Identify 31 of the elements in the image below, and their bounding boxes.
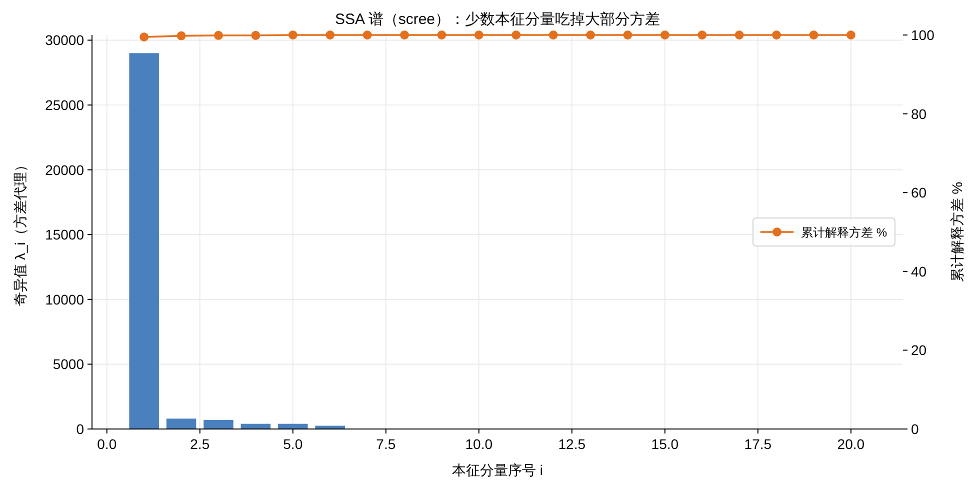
y-tick-label: 30000: [45, 32, 84, 48]
y-tick-label: 5000: [52, 356, 84, 372]
bar: [204, 420, 234, 429]
chart-title: SSA 谱（scree）：少数本征分量吃掉大部分方差: [334, 11, 660, 28]
y-tick-label: 10000: [45, 291, 84, 308]
x-tick-label: 20.0: [837, 436, 865, 452]
y2-tick-label: 20: [911, 342, 927, 358]
y2-tick-label: 0: [911, 421, 919, 437]
y2-tick-label: 40: [911, 263, 927, 280]
x-tick-label: 10.0: [465, 436, 493, 452]
x-tick-label: 15.0: [651, 436, 679, 452]
x-tick-label: 7.5: [376, 436, 396, 452]
y2-axis-title: 累计解释方差 %: [949, 182, 965, 282]
legend: 累计解释方差 %: [752, 218, 896, 246]
y2-tick-label: 80: [911, 106, 927, 122]
bar: [166, 418, 196, 429]
bar: [129, 53, 159, 429]
y-axis-title: 奇异值 λ_i（方差代理）: [12, 158, 28, 306]
y2-tick-label: 60: [911, 184, 927, 201]
y2-tick-label: 100: [911, 27, 935, 43]
y-tick-label: 25000: [45, 96, 84, 113]
x-tick-label: 17.5: [744, 436, 772, 452]
legend-label: 累计解释方差 %: [800, 226, 888, 240]
x-tick-label: 0.0: [97, 436, 117, 452]
x-tick-label: 2.5: [190, 436, 210, 452]
x-tick-label: 12.5: [558, 436, 586, 452]
y-tick-label: 20000: [45, 162, 84, 178]
y-tick-label: 15000: [45, 226, 84, 243]
x-axis-title: 本征分量序号 i: [452, 462, 543, 478]
y-tick-label: 0: [76, 421, 84, 437]
x-tick-label: 5.0: [283, 436, 303, 452]
